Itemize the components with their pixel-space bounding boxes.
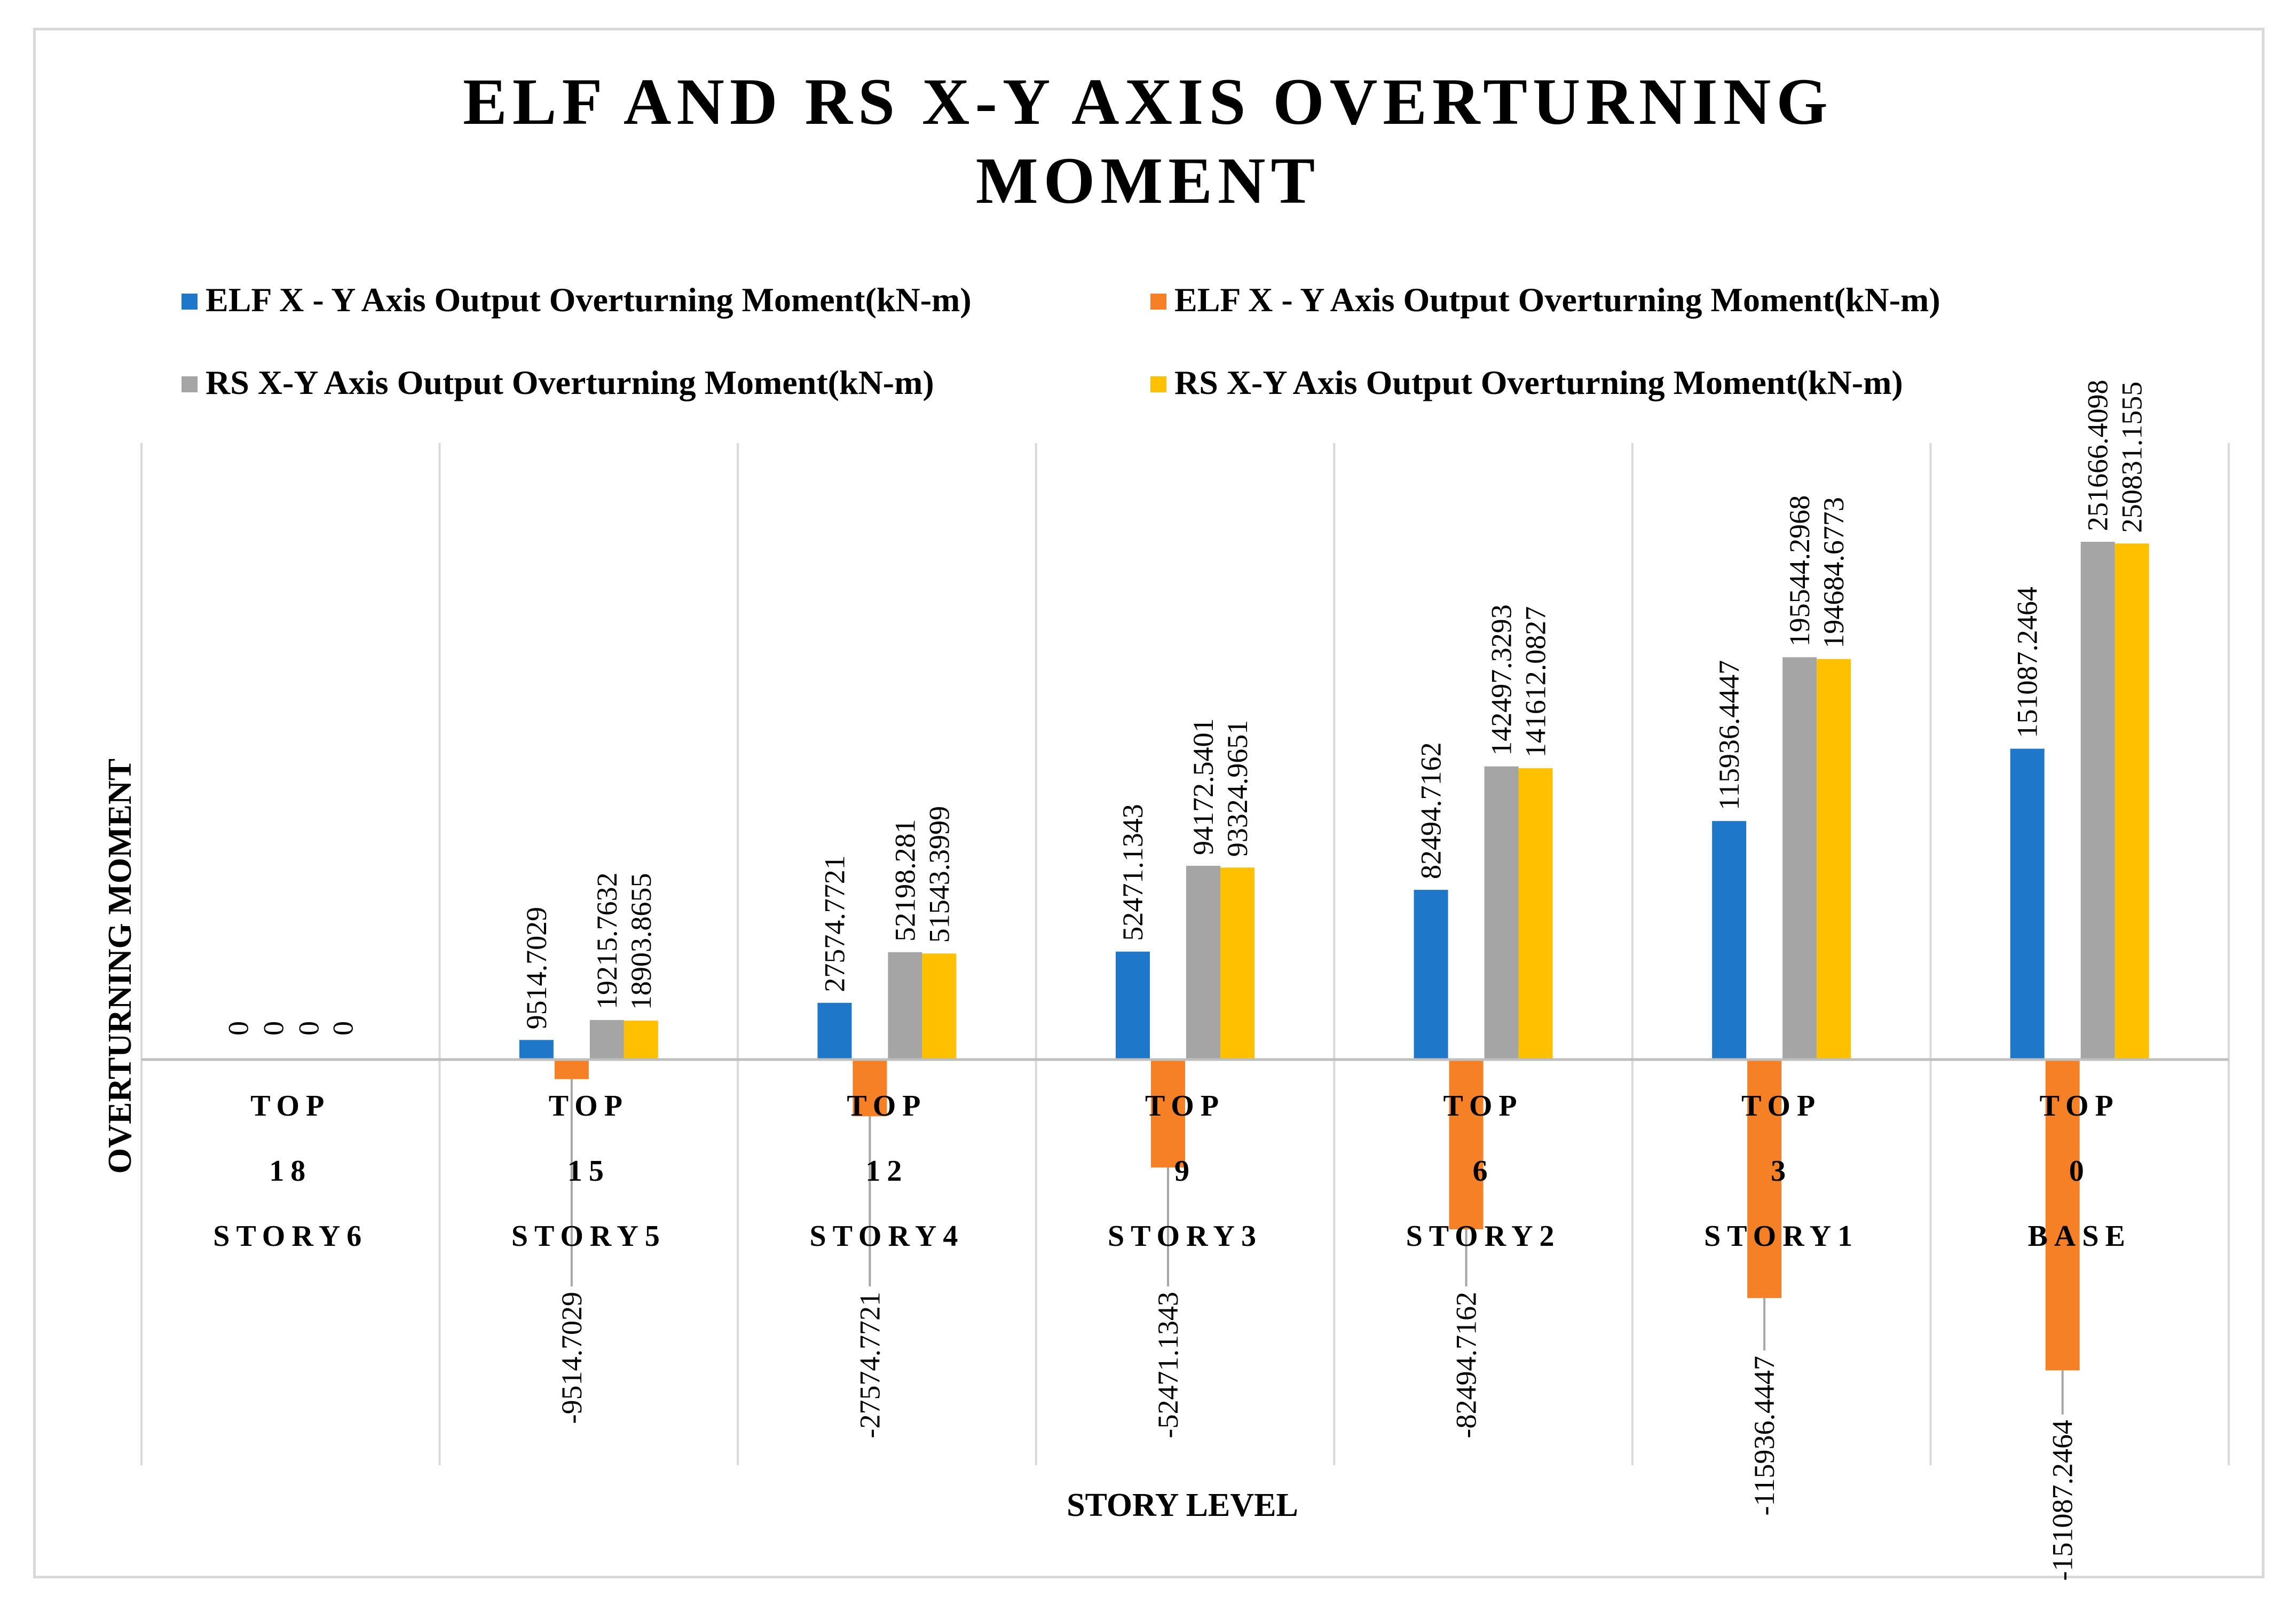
category-label: STORY4 xyxy=(809,1220,964,1253)
data-label: 251666.4098 xyxy=(2082,380,2114,532)
category-label: STORY6 xyxy=(213,1220,368,1253)
category-label: 12 xyxy=(865,1155,908,1188)
data-label: 0 xyxy=(222,1021,254,1036)
legend-swatch-rs-gray xyxy=(182,376,198,392)
category-label: STORY5 xyxy=(511,1220,666,1253)
bar-elf-orange xyxy=(853,1060,887,1117)
bar-elf-orange xyxy=(1449,1060,1484,1229)
bar-elf-blue xyxy=(1116,951,1150,1060)
category-label: 18 xyxy=(269,1155,312,1188)
category-label: TOP xyxy=(2040,1089,2120,1123)
chart-frame xyxy=(33,28,2265,1578)
data-label: 115936.4447 xyxy=(1713,660,1745,811)
bar-elf-orange xyxy=(2045,1060,2080,1371)
category-label: 15 xyxy=(567,1155,610,1188)
category-label: 0 xyxy=(2069,1155,2090,1188)
data-label: -115936.4447 xyxy=(1748,1356,1780,1515)
data-label: 94172.5401 xyxy=(1187,718,1219,856)
category-label: 6 xyxy=(1473,1155,1494,1188)
data-label: 9514.7029 xyxy=(520,907,553,1030)
legend-swatch-rs-yellow xyxy=(1150,376,1166,392)
bar-rs-yellow xyxy=(2114,543,2149,1060)
data-label: 19215.7632 xyxy=(591,872,623,1009)
data-label: 51543.3999 xyxy=(923,806,955,943)
bar-elf-blue xyxy=(817,1002,852,1060)
data-label: 27574.7721 xyxy=(818,855,850,992)
bar-elf-orange xyxy=(1151,1060,1185,1168)
data-label: 194684.6773 xyxy=(1818,497,1850,649)
bar-elf-blue xyxy=(519,1040,554,1060)
bar-rs-yellow xyxy=(1817,659,1851,1060)
data-label: 151087.2464 xyxy=(2011,587,2043,738)
legend-entry-rs-gray: RS X-Y Axis Output Overturning Moment(kN… xyxy=(206,364,934,401)
data-label: -52471.1343 xyxy=(1152,1292,1184,1438)
data-label: 18903.8655 xyxy=(625,873,657,1010)
data-label: 141612.0827 xyxy=(1520,606,1552,758)
category-label: TOP xyxy=(847,1089,927,1123)
category-label: TOP xyxy=(250,1089,330,1123)
bar-rs-yellow xyxy=(1518,768,1553,1060)
category-label: TOP xyxy=(1145,1089,1225,1123)
category-label: STORY1 xyxy=(1704,1220,1859,1253)
bar-elf-orange xyxy=(554,1060,589,1079)
bar-elf-blue xyxy=(2010,748,2045,1060)
chart-title-line2: MOMENT xyxy=(975,144,1321,217)
chart-title-line1: ELF AND RS X-Y AXIS OVERTURNING xyxy=(463,65,1833,138)
category-label: 3 xyxy=(1771,1155,1792,1188)
legend-swatch-elf-blue xyxy=(182,294,198,310)
bar-rs-gray xyxy=(1186,866,1220,1060)
data-label: -82494.7162 xyxy=(1450,1292,1482,1438)
bar-rs-yellow xyxy=(922,953,957,1060)
category-label: TOP xyxy=(549,1089,629,1123)
category-label: 9 xyxy=(1174,1155,1196,1188)
bar-rs-gray xyxy=(1484,766,1519,1060)
x-axis-title: STORY LEVEL xyxy=(1067,1487,1298,1523)
legend-entry-elf-blue: ELF X - Y Axis Output Overturning Moment… xyxy=(206,281,972,319)
data-label: 0 xyxy=(257,1021,289,1036)
data-label: 0 xyxy=(327,1021,359,1036)
data-label: 142497.3293 xyxy=(1486,604,1518,756)
data-label: 250831.1555 xyxy=(2116,382,2148,533)
data-label: 82494.7162 xyxy=(1415,742,1447,880)
category-label: TOP xyxy=(1741,1089,1821,1123)
bar-elf-blue xyxy=(1712,821,1747,1060)
legend-swatch-elf-orange xyxy=(1150,294,1166,310)
data-label: -9514.7029 xyxy=(556,1292,588,1424)
data-label: 195544.2968 xyxy=(1784,495,1816,647)
data-label: 52198.281 xyxy=(889,819,921,942)
category-label: STORY3 xyxy=(1108,1220,1263,1253)
category-label: BASE xyxy=(2028,1220,2132,1253)
data-label: 52471.1343 xyxy=(1117,804,1149,941)
bar-elf-orange xyxy=(1747,1060,1782,1298)
y-axis-title: OVERTURNING MOMENT xyxy=(102,758,138,1174)
data-label: -27574.7721 xyxy=(854,1292,886,1438)
data-label: 0 xyxy=(293,1021,325,1036)
bar-rs-gray xyxy=(888,952,922,1060)
bar-rs-yellow xyxy=(624,1021,658,1060)
bar-elf-blue xyxy=(1414,890,1448,1060)
category-label: STORY2 xyxy=(1406,1220,1561,1253)
bar-rs-gray xyxy=(2080,542,2115,1060)
data-label: -151087.2464 xyxy=(2047,1420,2079,1581)
legend-entry-elf-orange: ELF X - Y Axis Output Overturning Moment… xyxy=(1174,281,1940,319)
bar-rs-gray xyxy=(589,1020,624,1060)
data-label: 93324.9651 xyxy=(1221,720,1253,857)
bar-rs-gray xyxy=(1782,657,1817,1060)
bar-rs-yellow xyxy=(1220,867,1254,1060)
legend-entry-rs-yellow: RS X-Y Axis Output Overturning Moment(kN… xyxy=(1174,364,1903,401)
category-label: TOP xyxy=(1443,1089,1524,1123)
